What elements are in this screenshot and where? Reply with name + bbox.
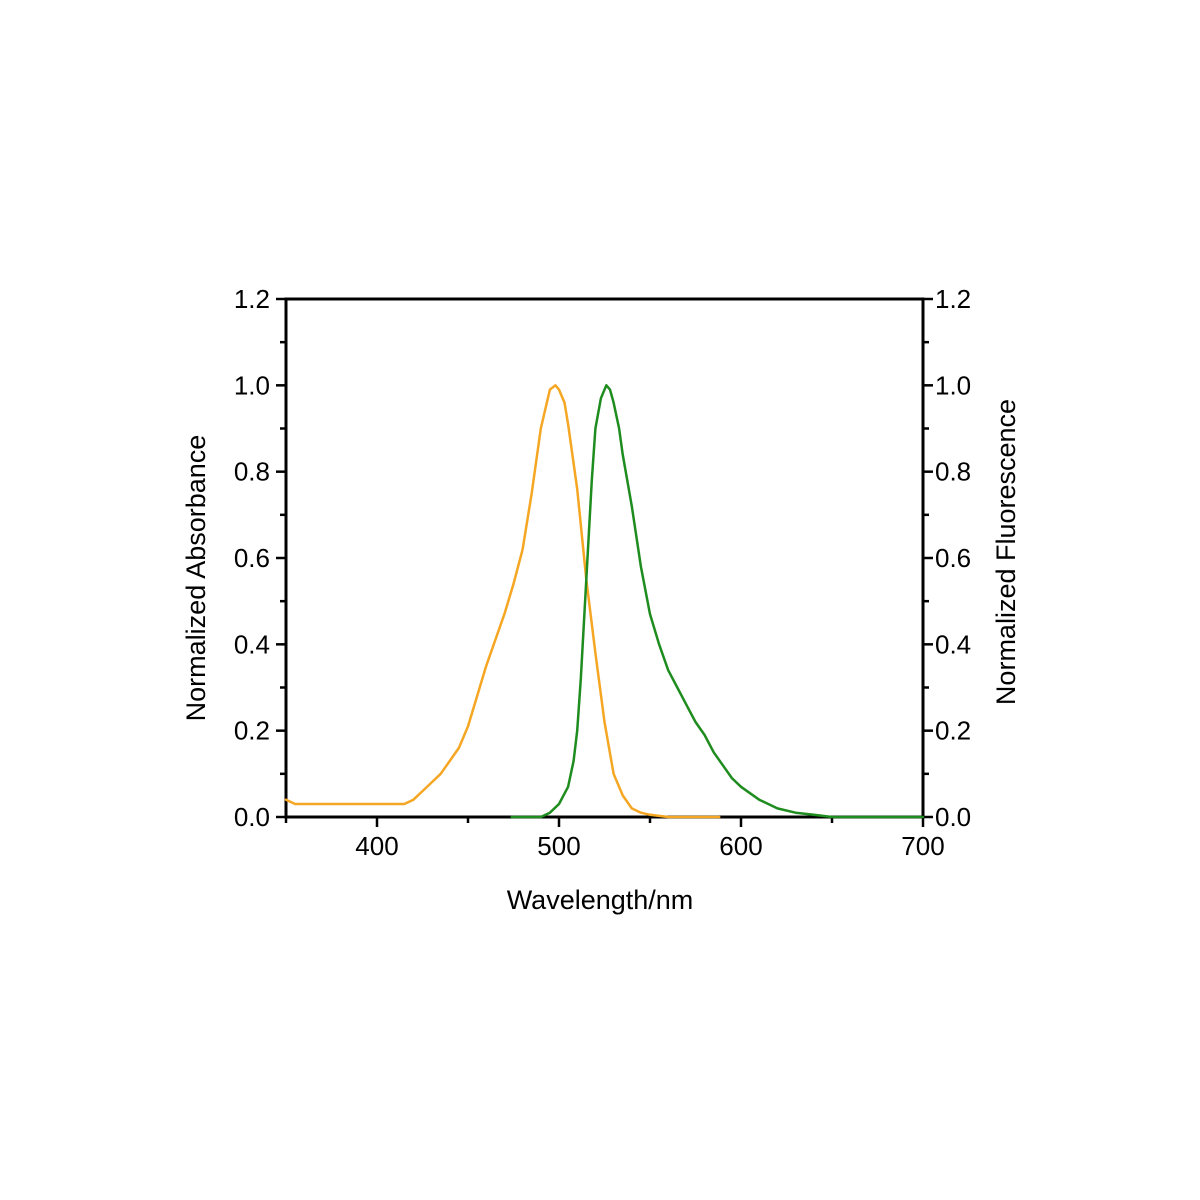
y-left-tick-label: 1.2: [234, 284, 270, 314]
x-tick-label: 400: [355, 831, 398, 861]
absorbance-series-line: [284, 384, 721, 819]
y-right-tick-label: 0.2: [935, 716, 971, 746]
tick-labels: 0.0 0.0 0.2 0.2 0.4 0.4 0.6 0.6 0.8 0.8 1.0 1.0 1.2 1…: [234, 284, 971, 861]
tick-marks: [276, 297, 933, 827]
y-right-tick-label: 0.4: [935, 629, 971, 659]
y-right-tick-label: 0.8: [935, 457, 971, 487]
y-right-tick-label: 0.0: [935, 802, 971, 832]
plot-frame: [284, 297, 925, 819]
y-right-tick-label: 1.2: [935, 284, 971, 314]
y-left-tick-label: 0.4: [234, 629, 270, 659]
x-tick-label: 600: [719, 831, 762, 861]
y-left-tick-label: 1.0: [234, 370, 270, 400]
x-tick-label: 700: [901, 831, 944, 861]
y-right-tick-label: 1.0: [935, 370, 971, 400]
right-y-axis-label: Normalized Fluorescence: [991, 399, 1021, 705]
left-y-axis-label: Normalized Absorbance: [181, 435, 211, 722]
y-right-tick-label: 0.6: [935, 543, 971, 573]
y-left-tick-label: 0.6: [234, 543, 270, 573]
x-axis-label: Wavelength/nm: [507, 885, 694, 915]
y-left-tick-label: 0.0: [234, 802, 270, 832]
y-left-tick-label: 0.8: [234, 457, 270, 487]
fluorescence-series-line: [510, 384, 925, 819]
y-left-tick-label: 0.2: [234, 716, 270, 746]
series-layer: [284, 384, 925, 819]
x-tick-label: 500: [537, 831, 580, 861]
